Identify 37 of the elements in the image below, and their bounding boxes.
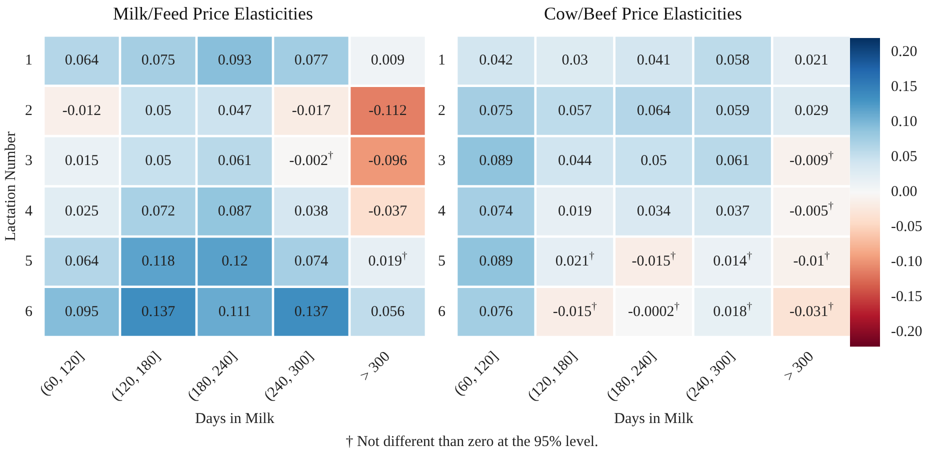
color-bar-label: 0.00	[891, 184, 918, 200]
x-tick-label: (240, 300]	[261, 348, 317, 404]
y-tick-label: 4	[25, 203, 33, 220]
x-axis-title: Days in Milk	[614, 410, 694, 427]
chart-title: Milk/Feed Price Elasticities	[113, 4, 313, 24]
color-bar-label: -0.20	[891, 324, 922, 340]
color-bar-label: -0.10	[891, 254, 922, 270]
color-bar-label: -0.15	[891, 288, 922, 305]
color-bar-label: 0.15	[891, 78, 918, 95]
x-axis-title: Days in Milk	[195, 410, 275, 427]
y-tick-label: 2	[438, 102, 446, 119]
x-tick-label: > 300	[781, 348, 818, 385]
chart-title: Cow/Beef Price Elasticities	[544, 4, 742, 24]
x-tick-label: (120, 180]	[524, 348, 580, 404]
x-tick-label: (180, 240]	[604, 348, 660, 404]
y-tick-label: 1	[438, 52, 446, 69]
y-tick-label: 5	[25, 254, 32, 270]
y-tick-label: 4	[438, 203, 446, 220]
x-tick-label: > 300	[358, 348, 394, 385]
y-axis-title: Lactation Number	[2, 132, 19, 242]
y-tick-label: 5	[438, 254, 446, 270]
color-bar-label: 0.20	[891, 44, 918, 60]
color-bar-label: -0.05	[891, 218, 922, 235]
x-tick-label: (60, 120]	[37, 348, 88, 399]
text: † Not different than zero at the 95% level.	[344, 434, 600, 451]
y-tick-label: 3	[25, 153, 32, 170]
x-tick-label: (240, 300]	[682, 348, 738, 404]
x-tick-label: (180, 240]	[184, 348, 240, 404]
y-tick-label: 6	[25, 304, 33, 320]
color-bar-label: 0.10	[891, 114, 918, 130]
x-tick-label: (60, 120]	[451, 348, 502, 399]
y-tick-label: 3	[438, 153, 446, 170]
y-tick-label: 6	[438, 304, 446, 320]
color-bar-label: 0.05	[891, 148, 918, 165]
x-tick-label: (120, 180]	[108, 348, 164, 404]
y-tick-label: 1	[25, 52, 32, 69]
y-tick-label: 2	[25, 102, 32, 119]
